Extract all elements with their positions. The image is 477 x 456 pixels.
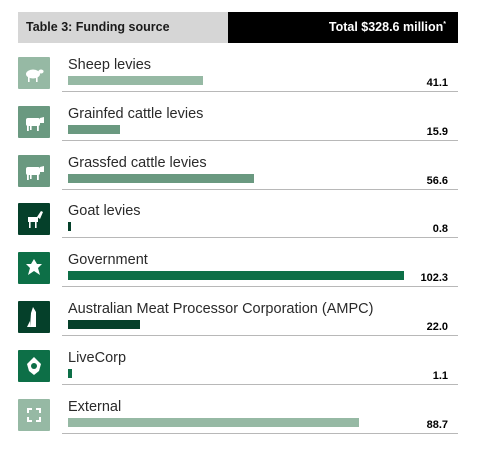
table-row: Goat levies 0.8	[18, 201, 458, 241]
bar	[68, 76, 203, 85]
category-label: Grassfed cattle levies	[68, 154, 207, 171]
external-icon	[18, 398, 50, 431]
table-row: Australian Meat Processor Corporation (A…	[18, 299, 458, 339]
category-label: Sheep levies	[68, 57, 152, 73]
total-amount: Total $328.6 million*	[329, 20, 446, 34]
table-row: Government 102.3	[18, 250, 458, 290]
category-label: Grainfed cattle levies	[68, 105, 204, 122]
value-label: 0.8	[432, 223, 448, 236]
value-label: 88.7	[426, 418, 448, 431]
row-divider	[62, 383, 458, 385]
government-icon	[18, 252, 50, 285]
sheep-icon	[18, 57, 50, 89]
total-footnote-mark: *	[443, 20, 446, 28]
value-label: 1.1	[432, 369, 448, 382]
table-title: Table 3: Funding source	[26, 20, 170, 34]
table-row: External 88.7	[18, 397, 458, 437]
row-divider	[62, 432, 458, 434]
category-label: External	[68, 398, 122, 415]
table-row: LiveCorp 1.1	[18, 348, 458, 388]
row-divider	[62, 237, 458, 239]
goat-icon	[18, 203, 50, 236]
bar	[68, 320, 141, 329]
category-label: Government	[68, 252, 148, 269]
row-divider	[62, 91, 458, 92]
cattle-icon	[18, 105, 50, 138]
bar	[68, 173, 254, 183]
bar	[68, 368, 72, 378]
table-row: Sheep levies 41.1	[18, 55, 458, 95]
bar	[68, 271, 404, 281]
total-amount-text: Total $328.6 million	[328, 20, 444, 34]
category-label: Australian Meat Processor Corporation (A…	[68, 301, 374, 317]
header-total-cell: Total $328.6 million*	[228, 12, 458, 43]
row-divider	[62, 188, 458, 190]
cattle-icon	[18, 154, 50, 187]
row-divider	[62, 335, 458, 336]
processor-icon	[18, 301, 50, 333]
row-divider	[62, 286, 458, 288]
value-label: 22.0	[426, 321, 448, 333]
category-label: Goat levies	[68, 203, 141, 220]
value-label: 102.3	[420, 272, 448, 285]
livecorp-icon	[18, 349, 50, 382]
category-label: LiveCorp	[68, 349, 127, 366]
value-label: 56.6	[426, 174, 448, 187]
table-row: Grassfed cattle levies 56.6	[18, 153, 458, 193]
header-title-cell: Table 3: Funding source	[18, 12, 228, 43]
bar	[68, 124, 121, 134]
table-header: Table 3: Funding source Total $328.6 mil…	[18, 12, 458, 43]
value-label: 15.9	[426, 125, 448, 138]
row-divider	[62, 139, 458, 141]
bar	[68, 417, 360, 427]
bar	[68, 222, 71, 232]
value-label: 41.1	[426, 77, 448, 89]
table-row: Grainfed cattle levies 15.9	[18, 104, 458, 144]
